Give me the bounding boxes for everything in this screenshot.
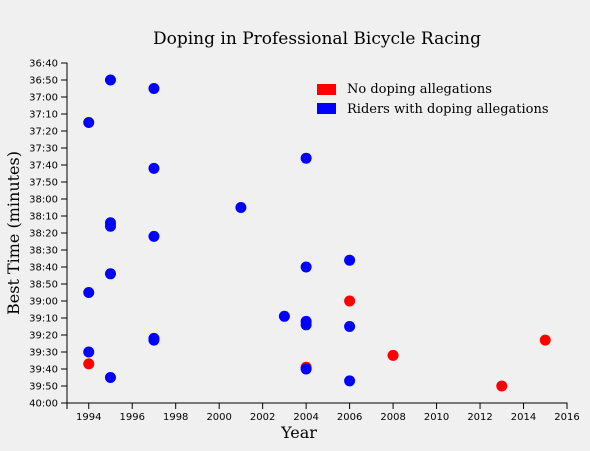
data-point-doping xyxy=(83,287,94,298)
x-tick-label: 1994 xyxy=(76,412,101,423)
y-tick-label: 39:20 xyxy=(29,331,58,342)
data-point-doping xyxy=(344,255,355,266)
data-points xyxy=(83,75,551,392)
y-tick-label: 38:50 xyxy=(29,280,58,291)
chart-title: Doping in Professional Bicycle Racing xyxy=(153,29,481,49)
legend-label-no-doping: No doping allegations xyxy=(347,82,492,97)
data-point-doping xyxy=(301,364,312,375)
x-tick-label: 1996 xyxy=(119,412,144,423)
y-tick-label: 37:40 xyxy=(29,161,58,172)
data-point-no-doping xyxy=(540,335,551,346)
y-tick-label: 39:30 xyxy=(29,348,58,359)
data-point-no-doping xyxy=(83,358,94,369)
y-tick-label: 36:40 xyxy=(29,59,58,70)
data-point-doping xyxy=(105,75,116,86)
y-tick-label: 37:20 xyxy=(29,127,58,138)
data-point-doping xyxy=(344,375,355,386)
data-point-doping xyxy=(301,262,312,273)
y-tick-label: 38:20 xyxy=(29,229,58,240)
y-tick-label: 37:10 xyxy=(29,110,58,121)
data-point-doping xyxy=(105,372,116,383)
y-tick-label: 39:00 xyxy=(29,297,58,308)
data-point-doping xyxy=(148,231,159,242)
x-tick-label: 2006 xyxy=(337,412,362,423)
y-tick-label: 38:30 xyxy=(29,246,58,257)
y-tick-label: 37:30 xyxy=(29,144,58,155)
data-point-no-doping xyxy=(344,296,355,307)
data-point-doping xyxy=(105,268,116,279)
y-tick-label: 38:40 xyxy=(29,263,58,274)
y-axis-label: Best Time (minutes) xyxy=(4,151,23,315)
y-tick-label: 38:10 xyxy=(29,212,58,223)
data-point-doping xyxy=(148,335,159,346)
data-point-doping xyxy=(83,117,94,128)
legend-swatch-doping xyxy=(317,103,336,114)
legend-label-doping: Riders with doping allegations xyxy=(347,102,549,117)
y-tick-label: 39:50 xyxy=(29,382,58,393)
x-axis-line xyxy=(67,403,567,409)
data-point-doping xyxy=(148,83,159,94)
data-point-doping xyxy=(105,221,116,232)
x-tick-label: 2000 xyxy=(206,412,231,423)
data-point-doping xyxy=(301,153,312,164)
data-point-doping xyxy=(83,347,94,358)
x-tick-label: 2008 xyxy=(380,412,405,423)
legend-swatch-no-doping xyxy=(317,84,336,95)
x-tick-label: 1998 xyxy=(163,412,188,423)
x-tick-label: 2010 xyxy=(424,412,449,423)
y-tick-label: 37:00 xyxy=(29,93,58,104)
x-axis-label: Year xyxy=(280,423,317,442)
data-point-doping xyxy=(344,321,355,332)
x-tick-label: 2014 xyxy=(511,412,536,423)
y-tick-label: 36:50 xyxy=(29,76,58,87)
legend: No doping allegations Riders with doping… xyxy=(317,82,549,117)
data-point-doping xyxy=(235,202,246,213)
y-tick-label: 39:10 xyxy=(29,314,58,325)
data-point-doping xyxy=(301,319,312,330)
x-tick-label: 2002 xyxy=(250,412,275,423)
data-point-no-doping xyxy=(496,381,507,392)
data-point-doping xyxy=(148,163,159,174)
x-tick-label: 2004 xyxy=(293,412,318,423)
y-axis: 36:40 36:50 37:00 37:10 37:20 37:30 37:40 37:50… xyxy=(29,59,67,410)
x-tick-label: 2016 xyxy=(554,412,579,423)
y-tick-label: 37:50 xyxy=(29,178,58,189)
data-point-no-doping xyxy=(388,350,399,361)
y-tick-label: 38:00 xyxy=(29,195,58,206)
x-tick-label: 2012 xyxy=(467,412,492,423)
y-tick-label: 39:40 xyxy=(29,365,58,376)
x-axis: 1994 1996 1998 2000 2002 2004 2006 2008 2010 2012… xyxy=(67,403,580,423)
data-point-doping xyxy=(279,311,290,322)
y-tick-label: 40:00 xyxy=(29,399,58,410)
